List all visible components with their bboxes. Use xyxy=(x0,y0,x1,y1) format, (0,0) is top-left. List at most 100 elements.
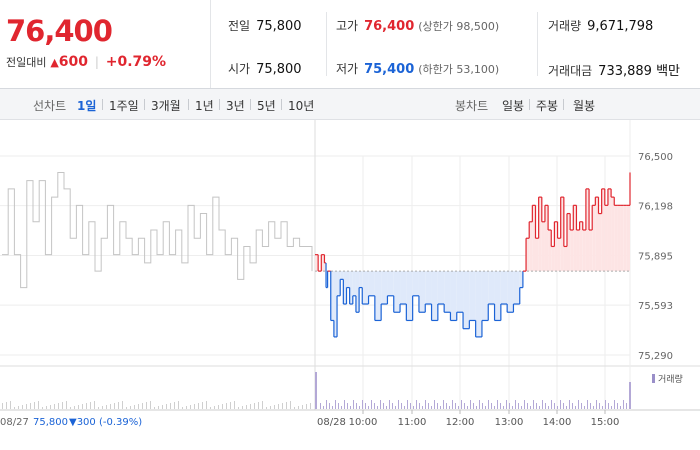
volume-bar xyxy=(611,406,612,409)
area-fill-segment xyxy=(500,271,508,305)
x-tick-label: 13:00 xyxy=(495,417,524,428)
candle-monthly[interactable]: 월봉 xyxy=(573,99,596,113)
volume-bar xyxy=(70,407,71,409)
area-fill-segment xyxy=(623,205,627,272)
area-fill-segment xyxy=(507,271,514,313)
area-fill-segment xyxy=(592,205,596,272)
volume-legend-swatch xyxy=(652,374,655,383)
volume-bar xyxy=(365,403,366,409)
area-fill-segment xyxy=(437,271,445,305)
toolbar-separator xyxy=(250,99,251,110)
volume-bar xyxy=(344,400,345,409)
volume-bar xyxy=(118,402,119,409)
area-fill-segment xyxy=(560,197,564,272)
volume-bar xyxy=(194,404,195,409)
volume-bar xyxy=(214,406,215,409)
volume-bar xyxy=(374,403,375,409)
volume-bar xyxy=(434,400,435,409)
volume-bar xyxy=(500,403,501,409)
period-1y[interactable]: 1년 xyxy=(195,99,214,113)
volume-bar xyxy=(122,401,123,409)
volume-bar xyxy=(569,400,570,409)
area-fill-segment xyxy=(469,271,476,321)
volume-bar xyxy=(38,401,39,409)
volume-bar xyxy=(347,403,348,409)
stat-volume: 거래량 9,671,798 xyxy=(548,19,654,34)
volume-bar xyxy=(515,400,516,409)
period-5y[interactable]: 5년 xyxy=(257,99,276,113)
volume-bar xyxy=(130,406,131,409)
volume-bar xyxy=(590,403,591,409)
volume-bar xyxy=(114,403,115,409)
period-10y[interactable]: 10년 xyxy=(288,99,315,113)
candle-chart-label: 봉차트 xyxy=(455,99,489,113)
prev-day-date: 08/27 xyxy=(0,417,29,428)
volume-bar xyxy=(262,401,263,409)
area-fill-segment xyxy=(359,271,363,288)
area-fill-segment xyxy=(519,271,523,288)
volume-bar xyxy=(605,400,606,409)
prev-day-series-line xyxy=(2,171,313,289)
volume-bar xyxy=(166,404,167,409)
today-series-lines xyxy=(315,172,631,338)
volume-bar xyxy=(395,406,396,409)
candle-daily[interactable]: 일봉 xyxy=(502,99,525,113)
volume-bar xyxy=(234,401,235,409)
volume-bar xyxy=(50,405,51,409)
candle-weekly[interactable]: 주봉 xyxy=(536,99,559,113)
volume-bar xyxy=(476,406,477,409)
volume-bar xyxy=(572,403,573,409)
chart-toolbar: 선차트 1일 1주일 3개월 1년 3년 5년 10년 봉차트 일봉 주봉 월봉 xyxy=(0,89,700,120)
volume-bar xyxy=(491,403,492,409)
line-chart-label: 선차트 xyxy=(33,99,67,113)
period-3y[interactable]: 3년 xyxy=(226,99,245,113)
volume-bar xyxy=(162,405,163,409)
period-3m[interactable]: 3개월 xyxy=(151,99,181,113)
area-fill-segment xyxy=(604,205,608,272)
volume-bar xyxy=(440,406,441,409)
volume-bar xyxy=(46,406,47,409)
volume-bar xyxy=(320,403,321,409)
area-fill-segment xyxy=(387,271,394,296)
volume-bar xyxy=(266,407,267,409)
volume-bar xyxy=(485,406,486,409)
volume-bar xyxy=(350,406,351,409)
volume-bar xyxy=(94,401,95,409)
volume-bar xyxy=(404,406,405,409)
volume-bar xyxy=(353,400,354,409)
volume-bar xyxy=(22,405,23,409)
volume-bar xyxy=(509,403,510,409)
volume-bar xyxy=(518,403,519,409)
area-fill-segment xyxy=(381,271,388,305)
volume-bar xyxy=(416,400,417,409)
volume-bar xyxy=(524,400,525,409)
period-1d[interactable]: 1일 xyxy=(77,99,97,113)
volume-bar xyxy=(42,407,43,409)
area-fill-segment xyxy=(544,205,549,272)
volume-bar xyxy=(593,406,594,409)
area-fill-segment xyxy=(343,271,347,305)
volume-bar xyxy=(341,406,342,409)
volume-bar xyxy=(554,403,555,409)
period-1w[interactable]: 1주일 xyxy=(109,99,139,113)
volume-bar xyxy=(302,405,303,409)
volume-bar xyxy=(584,406,585,409)
volume-bar xyxy=(290,401,291,409)
area-fill-segment xyxy=(589,230,593,272)
prev-day-change: ▼300 (-0.39%) xyxy=(69,417,142,428)
volume-bar xyxy=(581,403,582,409)
area-fill-segment xyxy=(548,230,552,272)
area-fill-segment xyxy=(601,188,605,272)
area-fill-segment xyxy=(481,271,489,321)
area-fill-segment xyxy=(611,197,615,272)
volume-bar xyxy=(389,400,390,409)
volume-bar xyxy=(14,407,15,409)
area-fill-segment xyxy=(330,271,334,321)
volume-bar xyxy=(329,403,330,409)
area-fill-segment xyxy=(362,271,369,305)
volume-bar xyxy=(30,403,31,409)
price-box: 76,400 전일대비 ▲600 | +0.79% xyxy=(0,0,211,88)
area-fill-segment xyxy=(551,246,555,272)
volume-bar xyxy=(443,400,444,409)
volume-bar xyxy=(154,407,155,409)
